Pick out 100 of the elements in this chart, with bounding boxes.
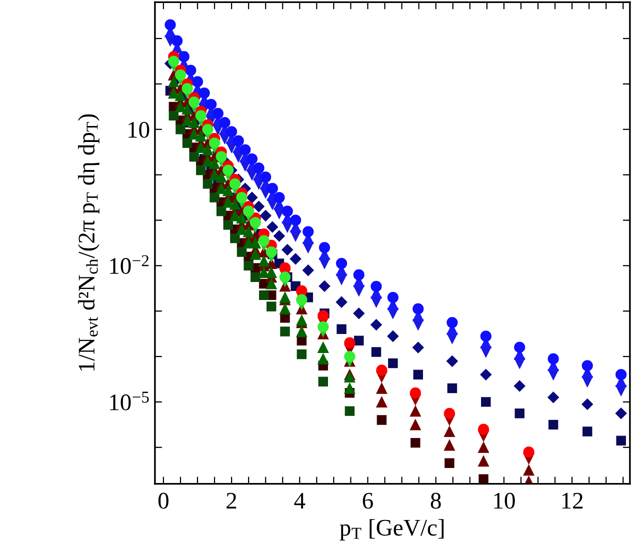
point [216,182,227,194]
point [216,172,227,183]
point [198,88,210,99]
point [318,280,330,292]
point [523,446,534,458]
point [279,303,291,314]
point [523,464,534,476]
point [354,336,364,346]
x-tick-label: 2 [226,492,236,508]
point [223,220,234,230]
point [615,408,627,420]
point [266,182,278,194]
point [446,355,458,367]
point [370,280,382,292]
point [246,192,258,204]
point [410,387,421,398]
point [616,436,626,446]
point [413,370,423,380]
x-tick-label: 6 [362,492,373,509]
point [240,144,251,156]
point [202,179,213,189]
point [296,326,308,338]
point [182,104,193,115]
point [318,242,330,254]
point [250,248,261,260]
point [246,153,258,164]
point [548,353,559,364]
point [208,158,220,169]
x-tick-label: 12 [562,492,583,508]
x-tick-label: 0 [158,492,168,509]
point [195,130,206,142]
point [282,244,294,256]
point [302,264,314,276]
point [582,426,592,436]
point [250,272,260,282]
point [344,382,356,394]
point [202,156,214,167]
point [202,124,214,135]
point [336,258,348,269]
point [266,221,278,233]
point [189,152,199,162]
point [243,206,254,217]
point [192,76,204,88]
point [174,90,186,101]
point [296,314,308,326]
point [253,200,265,212]
point [582,398,594,410]
point [236,212,248,224]
point [243,226,254,238]
point [548,420,558,430]
point [279,272,291,283]
point [376,364,388,376]
point [219,117,230,128]
point [344,337,356,348]
point [353,308,365,320]
point [290,214,302,226]
point [480,330,492,342]
point [182,83,193,94]
point [202,144,214,156]
point [582,360,593,372]
point [318,310,329,322]
point [344,350,356,362]
point [172,35,183,46]
text: 1/N$_{evt}$ d²N$_{ch}$/(2π p$_{T}$ dη dp$_{T}$) [78,114,100,371]
point [370,319,382,331]
point [376,382,388,394]
point [279,262,291,274]
point [208,137,220,149]
point [478,455,490,467]
point [259,290,269,300]
point [410,406,421,417]
point [236,192,248,204]
point [250,216,261,228]
point [260,172,272,183]
x-tick-label: 8 [430,492,441,509]
point [478,442,490,453]
point [222,185,234,196]
point [280,326,290,336]
point [258,266,270,278]
point [236,247,247,257]
point [353,269,364,280]
point [376,396,388,408]
point [514,408,524,418]
point [410,419,421,430]
point [222,164,234,176]
point [174,69,186,80]
point [481,397,491,407]
point [514,380,526,392]
point [616,369,627,380]
x-axis-title: p$_{T}$ [GeV/c] [340,519,444,540]
point [478,474,488,484]
point [164,19,176,30]
point [216,206,226,216]
point [258,256,270,267]
point [447,383,458,394]
point [266,246,277,258]
point [296,349,307,360]
y-tick-label: 10$^{−2}$ [110,255,149,274]
point [260,210,272,222]
point [412,303,424,314]
